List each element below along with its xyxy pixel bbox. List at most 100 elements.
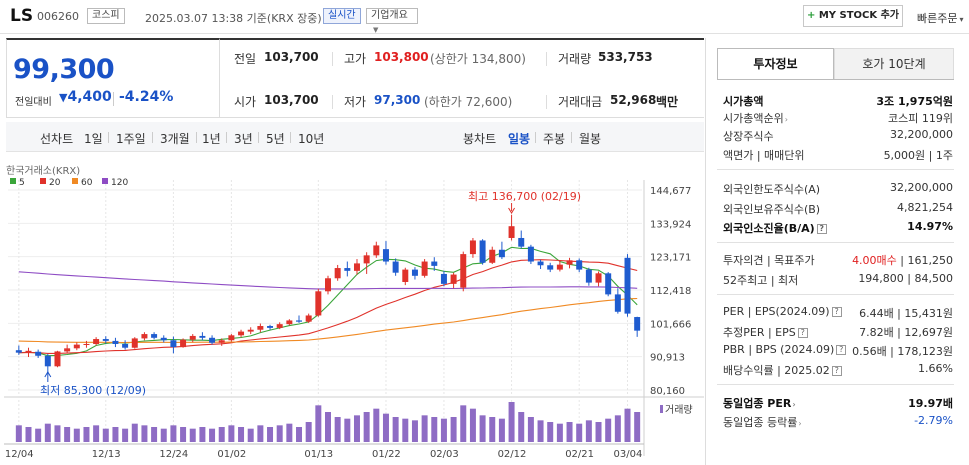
divider — [152, 132, 153, 143]
candle-body — [576, 260, 583, 270]
x-tick-label: 01/02 — [217, 449, 246, 460]
low-annotation: 최저 85,300 (12/09) — [40, 384, 146, 397]
help-icon[interactable]: ? — [797, 328, 808, 338]
period-3y[interactable]: 3년 — [234, 132, 253, 146]
label: 외국인소진율(B/A)? — [723, 220, 827, 236]
volume-bar — [54, 425, 61, 442]
label: 시가총액 — [723, 95, 764, 108]
label: 동일업종 PER› — [723, 395, 796, 411]
volume-bar — [624, 408, 631, 442]
candle-body — [296, 320, 303, 322]
add-my-stock-button[interactable]: + MY STOCK 추가 — [803, 5, 903, 27]
x-axis: 12/04 12/13 12/24 01/02 01/13 01/22 02/03 02/12… — [5, 449, 643, 460]
candle-body — [334, 268, 341, 279]
info-row: PBR | BPS (2024.09)? 0.56배 | 178,123원 — [723, 343, 953, 359]
volume-bar — [131, 423, 138, 442]
divider — [226, 132, 227, 143]
info-row: 추정PER | EPS? 7.82배 | 12,697원 — [723, 324, 953, 340]
volume-bar — [286, 423, 293, 442]
help-icon[interactable]: ? — [816, 224, 827, 234]
help-icon[interactable]: ? — [836, 345, 847, 355]
realtime-badge[interactable]: 실시간 — [323, 8, 361, 24]
divider — [571, 132, 572, 143]
volume-bar — [634, 412, 641, 442]
info-panel: 투자정보 호가 10단계 시가총액 3조 1,975억원 시가총액순위› 코스피 1… — [705, 38, 969, 465]
ma-line-20 — [18, 259, 638, 354]
company-info-label: 기업개요 — [371, 10, 408, 21]
y-tick-label: 123,171 — [650, 253, 691, 264]
legend-swatch — [102, 178, 108, 184]
ma-line-60 — [18, 297, 638, 344]
label: 투자의견 | 목표주가 — [723, 254, 815, 267]
label-text: 추정PER | EPS — [723, 326, 796, 339]
candle-body — [189, 335, 196, 340]
candle-body — [431, 261, 438, 266]
label: 52주최고 | 최저 — [723, 274, 799, 287]
label[interactable]: 시가총액순위› — [723, 110, 788, 126]
open-value: 103,700 — [264, 93, 319, 107]
quick-order-button[interactable]: 빠른주문 ▾ — [917, 10, 964, 26]
period-1d[interactable]: 1일 — [84, 132, 103, 146]
label: PBR | BPS (2024.09)? — [723, 343, 847, 356]
volume-bar — [537, 420, 544, 442]
value: 5,000원 | 1주 — [883, 149, 953, 162]
price-chart[interactable]: 144,677 133,924 123,171 112,418 101,666 90,91… — [0, 156, 704, 465]
volume-bar — [170, 425, 177, 442]
volume-bar — [382, 413, 389, 442]
low-label: 저가 — [344, 95, 367, 109]
opinion-value: 4.00매수 — [852, 254, 897, 267]
volume-bar — [605, 418, 612, 442]
diff-percent: -4.24% — [119, 89, 174, 105]
candle-body — [199, 335, 206, 338]
info-row: 상장주식수 32,200,000 — [723, 128, 953, 144]
value: -2.79% — [914, 414, 953, 427]
down-triangle-icon: ▼ — [59, 91, 68, 104]
period-3m[interactable]: 3개월 — [160, 132, 190, 146]
candle-monthly[interactable]: 월봉 — [579, 132, 602, 146]
period-1w[interactable]: 1주일 — [116, 132, 146, 146]
volume-bar — [209, 428, 216, 442]
candle-body — [112, 340, 119, 344]
company-info-dropdown[interactable]: 기업개요 ▼ — [366, 8, 418, 34]
diff-label: 전일대비 — [15, 97, 52, 108]
candle-daily[interactable]: 일봉 — [508, 132, 531, 146]
prev-close-label: 전일 — [234, 52, 257, 66]
plus-icon: + — [806, 10, 816, 21]
x-tick-label: 02/12 — [498, 449, 527, 460]
volume-bar — [64, 427, 71, 442]
tab-invest-info[interactable]: 투자정보 — [717, 48, 834, 80]
candle-body — [141, 334, 148, 339]
candle-weekly[interactable]: 주봉 — [543, 132, 566, 146]
x-tick-label: 01/13 — [304, 449, 333, 460]
candle-body — [286, 320, 293, 325]
divider — [717, 294, 954, 295]
value: 32,200,000 — [890, 181, 953, 194]
help-icon[interactable]: ? — [831, 307, 842, 317]
candle-body — [238, 331, 245, 336]
value: 4,821,254 — [897, 201, 953, 214]
chevron-right-icon: › — [798, 419, 802, 428]
info-row: 52주최고 | 최저 194,800 | 84,500 — [723, 272, 953, 288]
tab-orderbook[interactable]: 호가 10단계 — [834, 48, 954, 80]
period-5y[interactable]: 5년 — [266, 132, 285, 146]
open-label: 시가 — [234, 95, 257, 109]
label: 추정PER | EPS? — [723, 324, 808, 340]
label: 상장주식수 — [723, 130, 774, 143]
candle-body — [373, 245, 380, 256]
value: 0.56배 | 178,123원 — [852, 345, 953, 358]
candle-body — [479, 240, 486, 263]
volume-bar — [189, 428, 196, 442]
period-1y[interactable]: 1년 — [202, 132, 221, 146]
info-row: PER | EPS(2024.09)? 6.44배 | 15,431원 — [723, 305, 953, 321]
candle-body — [566, 260, 573, 265]
volume-bar — [180, 427, 187, 442]
candle-body — [498, 249, 505, 258]
candle-body — [180, 339, 187, 348]
x-tick-label: 01/22 — [372, 449, 401, 460]
period-10y[interactable]: 10년 — [298, 132, 325, 146]
candle-body — [489, 249, 496, 263]
volume-bar — [44, 423, 51, 442]
divider — [196, 132, 197, 143]
trade-amount-unit: 백만 — [656, 95, 679, 109]
help-icon[interactable]: ? — [831, 366, 842, 376]
